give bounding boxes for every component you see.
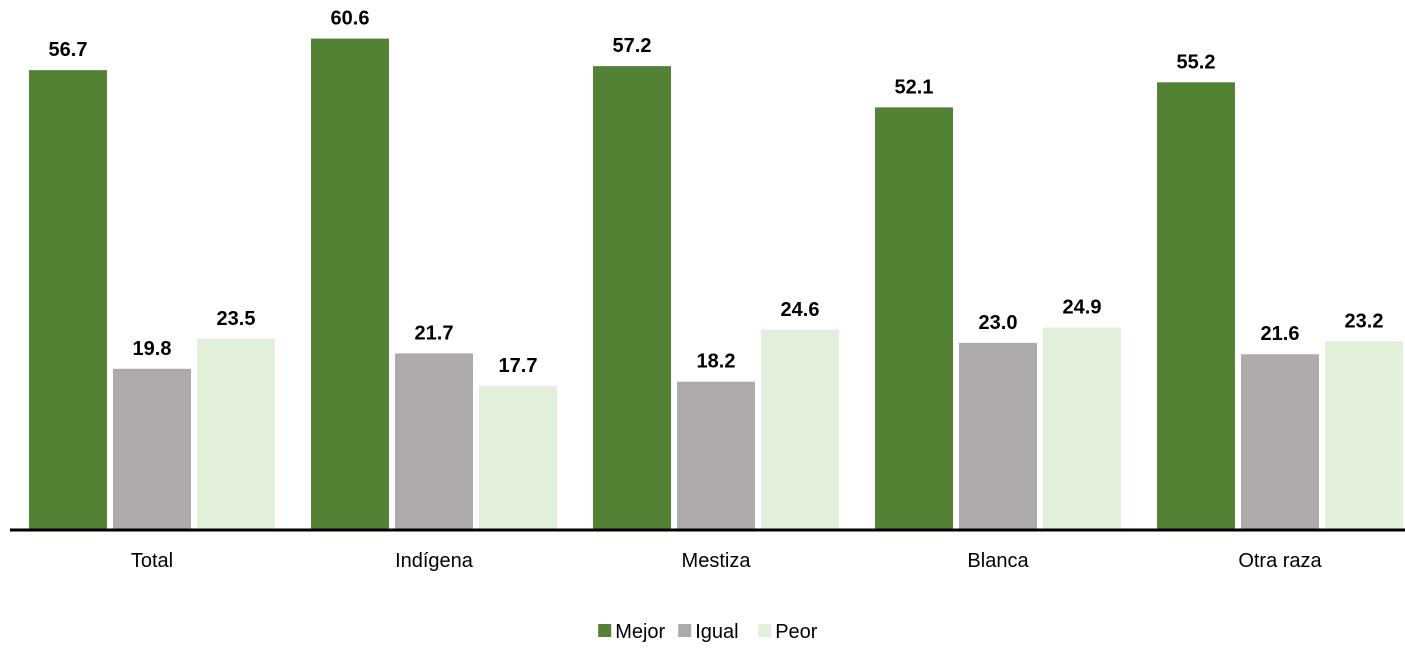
bar-igual-blanca xyxy=(959,342,1037,529)
bar-igual-otra-raza xyxy=(1241,354,1319,529)
legend-label-peor: Peor xyxy=(775,621,818,643)
bar-igual-indigena xyxy=(395,353,473,529)
bar-peor-otra-raza xyxy=(1325,341,1403,529)
bar-mejor-mestiza xyxy=(593,66,671,530)
value-label-peor-otra-raza: 23.2 xyxy=(1345,310,1384,332)
value-label-mejor-mestiza: 57.2 xyxy=(613,35,652,57)
value-labels-layer: 56.7 19.8 23.5 60.6 21.7 17.7 57.2 18.2 24.6 52.1… xyxy=(49,8,1384,377)
legend-swatch-mejor xyxy=(598,624,612,637)
legend-label-mejor: Mejor xyxy=(615,621,665,643)
value-label-mejor-otra-raza: 55.2 xyxy=(1177,51,1216,73)
value-label-peor-total: 23.5 xyxy=(217,308,256,330)
bar-peor-indigena xyxy=(479,385,557,529)
value-label-peor-blanca: 24.9 xyxy=(1063,297,1102,319)
category-label-indigena: Indígena xyxy=(395,550,474,572)
category-label-mestiza: Mestiza xyxy=(682,550,752,572)
bar-igual-total xyxy=(113,368,191,529)
bar-mejor-blanca xyxy=(875,107,953,529)
value-label-peor-mestiza: 24.6 xyxy=(781,299,820,321)
legend-swatch-igual xyxy=(678,624,692,637)
legend-label-igual: Igual xyxy=(695,621,738,643)
value-label-igual-mestiza: 18.2 xyxy=(697,351,736,373)
value-label-mejor-total: 56.7 xyxy=(49,39,88,61)
value-label-mejor-blanca: 52.1 xyxy=(895,76,934,98)
category-labels-layer: Total Indígena Mestiza Blanca Otra raza xyxy=(131,550,1323,572)
category-label-total: Total xyxy=(131,550,173,572)
value-label-igual-blanca: 23.0 xyxy=(979,312,1018,334)
bar-peor-blanca xyxy=(1043,327,1121,529)
legend: Mejor Igual Peor xyxy=(598,621,818,643)
value-label-igual-indigena: 21.7 xyxy=(415,322,454,344)
value-label-peor-indigena: 17.7 xyxy=(499,355,538,377)
bar-mejor-indigena xyxy=(311,38,389,530)
bar-peor-total xyxy=(197,338,275,529)
bars-layer xyxy=(29,38,1403,530)
value-label-igual-total: 19.8 xyxy=(133,338,172,360)
value-label-igual-otra-raza: 21.6 xyxy=(1261,323,1300,345)
value-label-mejor-indigena: 60.6 xyxy=(331,8,370,30)
legend-swatch-peor xyxy=(758,624,772,637)
bar-igual-mestiza xyxy=(677,381,755,529)
bar-mejor-total xyxy=(29,70,107,530)
bar-mejor-otra-raza xyxy=(1157,82,1235,529)
category-label-blanca: Blanca xyxy=(967,550,1029,572)
category-label-otra-raza: Otra raza xyxy=(1238,550,1322,572)
bar-peor-mestiza xyxy=(761,329,839,529)
